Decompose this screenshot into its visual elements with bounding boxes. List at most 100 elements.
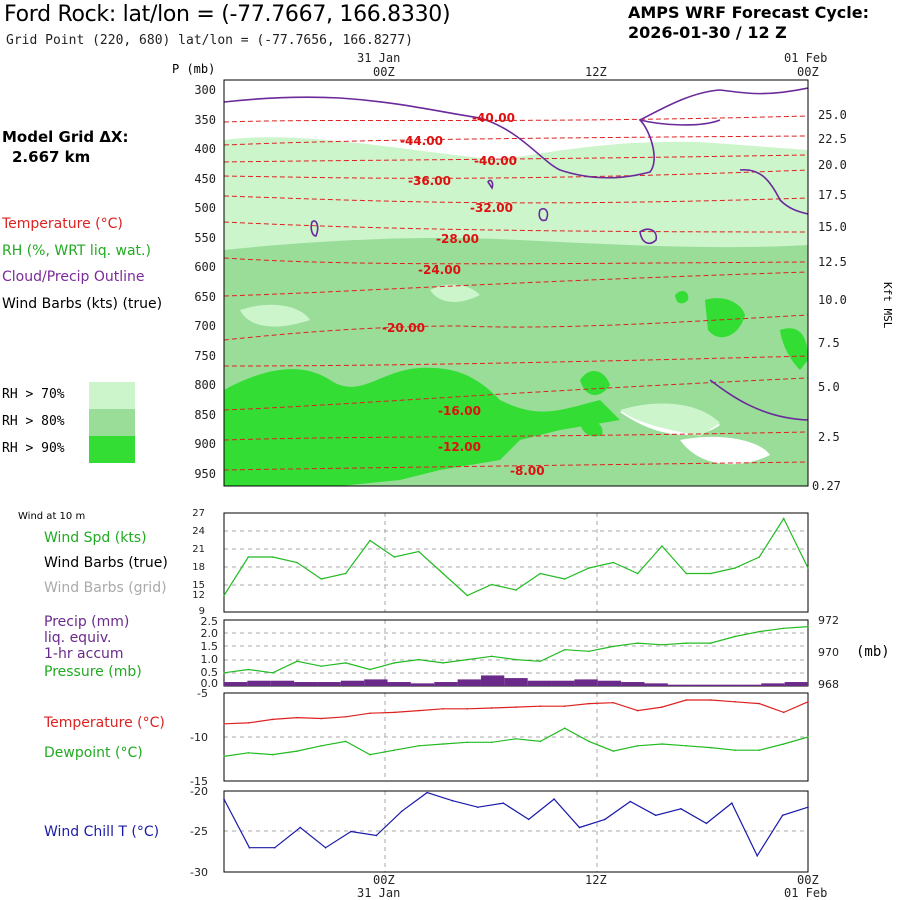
bottom-end-date-label: 01 Feb	[784, 886, 827, 900]
temperature-line-point	[417, 709, 420, 712]
wind-chill-line-point	[223, 798, 225, 800]
precip-tick: 0.0	[201, 677, 219, 690]
pressure-tick: 750	[194, 349, 216, 363]
pressure-line-point	[758, 630, 761, 633]
wind-barbs-true-label: Wind Barbs (true)	[44, 555, 168, 571]
kft-tick: 2.5	[818, 430, 840, 444]
precip-bar	[737, 684, 762, 686]
pressure-line-point	[734, 635, 736, 638]
bottom-tick-00z: 00Z	[373, 873, 395, 887]
isotherm-label: -12.00	[438, 440, 481, 454]
kft-ticks: 25.0 22.5 20.0 17.5 15.0 12.5 10.0 7.5 5…	[812, 108, 847, 493]
pressure-tick: 300	[194, 83, 216, 97]
wind-chill-line-point	[248, 846, 251, 849]
pressure-tick: 950	[194, 467, 216, 481]
kft-tick: 0.27	[812, 479, 841, 493]
dewpoint-line-point	[515, 737, 517, 740]
dewpoint-line-point	[782, 743, 785, 745]
wind-tick: 21	[192, 544, 205, 555]
pressure-line-point	[466, 658, 469, 661]
bottom-date-label: 31 Jan	[357, 886, 400, 900]
top-tick-00z: 00Z	[373, 65, 395, 79]
temperature-line-point	[734, 701, 736, 703]
precip-label: Precip (mm)	[44, 614, 129, 630]
pressure-line-point	[296, 660, 298, 663]
temperature-line-point	[588, 702, 590, 705]
pressure-right-tick: 968	[818, 678, 839, 691]
pressure-line-point	[563, 648, 566, 651]
temp-tick: -5	[197, 687, 208, 700]
wind-speed-line-point	[417, 550, 420, 553]
temperature-line-point	[369, 712, 371, 715]
forecast-cycle: AMPS WRF Forecast Cycle: 2026-01-30 / 12…	[628, 3, 869, 43]
wind-chill-line-point	[375, 834, 378, 837]
rh-scale-80-swatch	[89, 409, 135, 436]
dewpoint-line-point	[685, 745, 688, 747]
isotherm-label: -44.00	[400, 134, 443, 148]
dewpoint-line-point	[563, 727, 566, 729]
wind-chill-line	[223, 791, 809, 858]
precip-bar	[504, 678, 528, 686]
isotherm-label: -20.00	[382, 321, 425, 335]
precip-bar	[387, 682, 411, 686]
wind-speed-line-point	[296, 561, 298, 564]
temperature-line-point	[685, 699, 688, 701]
pressure-line	[223, 626, 809, 674]
isotherm-label: -8.00	[510, 464, 545, 478]
wind-chill-line-point	[705, 822, 708, 825]
pressure-axis-label: P (mb)	[172, 62, 215, 76]
precip-bar	[294, 682, 318, 686]
pressure-line-point	[636, 642, 639, 644]
temperature-line-point	[515, 706, 517, 708]
precip-bar	[714, 684, 738, 686]
temperature-series	[223, 699, 809, 758]
wind-speed-line-point	[661, 545, 663, 547]
wind-speed-line-point	[734, 567, 736, 569]
wind-frame	[223, 512, 809, 613]
pressure-line-point	[539, 660, 542, 663]
kft-axis-label: Kft MSL	[881, 282, 894, 329]
kft-tick: 20.0	[818, 158, 847, 172]
temperature-line-point	[636, 709, 639, 712]
temp-tick: -10	[190, 731, 208, 744]
isotherm-label: -24.00	[418, 263, 461, 277]
top-end-date-label: 01 Feb	[784, 51, 827, 65]
wind-y-ticks: 27 24 21 18 15 12 9	[192, 508, 205, 617]
pressure-tick: 600	[194, 260, 216, 274]
pressure-unit: (mb)	[856, 644, 890, 660]
precip-y-ticks: 2.5 2.0 1.5 1.0 0.5 0.0	[201, 615, 219, 690]
precip-bar	[667, 684, 692, 686]
rh-scale-70-swatch	[89, 382, 135, 409]
surface-barbs-grid	[224, 588, 808, 598]
wind-speed-line-point	[271, 556, 274, 558]
wind-speed-line-point	[223, 594, 225, 597]
page-title: Ford Rock: lat/lon = (-77.7667, 166.8330…	[4, 2, 451, 27]
precip-grid	[224, 620, 808, 686]
bottom-tick-12z: 12Z	[585, 873, 607, 887]
temperature-line-point	[563, 705, 566, 707]
wind-10m-heading: Wind at 10 m	[18, 511, 85, 522]
precip-tick: 1.0	[201, 653, 219, 666]
pressure-tick: 800	[194, 378, 216, 392]
temperature-line-point	[393, 711, 396, 714]
dewpoint-line-point	[539, 740, 542, 743]
kft-tick: 10.0	[818, 293, 847, 307]
pressure-ticks: 300 350 400 450 500 550 600 650 700 750 …	[194, 83, 216, 481]
wind-speed-line	[223, 517, 809, 597]
dewpoint-line-point	[344, 740, 347, 743]
wind-barbs-grid-label: Wind Barbs (grid)	[44, 580, 167, 596]
wind-speed-line-point	[758, 556, 761, 558]
legend-cloud-outline: Cloud/Precip Outline	[2, 269, 145, 285]
wind-chill-line-point	[477, 806, 479, 808]
precip-bar	[527, 680, 552, 686]
dewpoint-line-point	[393, 749, 396, 751]
precip-bar	[224, 682, 248, 686]
dewpoint-line-point	[223, 755, 225, 758]
wind-chill-line-point	[350, 830, 352, 833]
grid-point-subtitle: Grid Point (220, 680) lat/lon = (-77.765…	[6, 33, 413, 48]
precip-bar	[410, 683, 435, 686]
pressure-tick: 500	[194, 201, 216, 215]
precip-bar	[551, 680, 575, 686]
top-tick-12z: 12Z	[585, 65, 607, 79]
pressure-line-point	[417, 658, 420, 661]
